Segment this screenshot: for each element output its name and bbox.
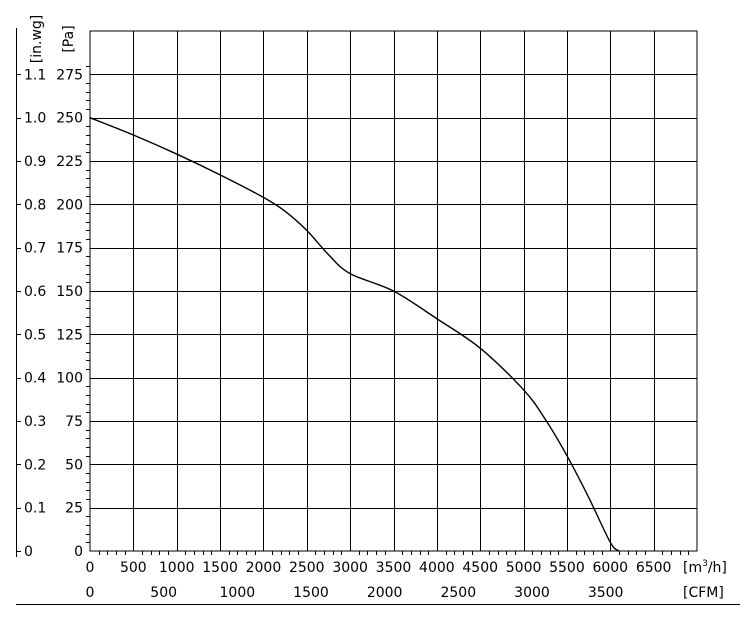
y-tick-label-pa: 225 bbox=[56, 154, 83, 170]
minor-ticks bbox=[86, 66, 689, 555]
y-tick-label-pa: 50 bbox=[65, 457, 83, 473]
x-tick-label-m3h: 0 bbox=[86, 560, 95, 576]
y-tick-label-pa: 25 bbox=[65, 501, 83, 517]
y-tick-label-pa: 200 bbox=[56, 197, 83, 213]
x-tick-label-cfm: 0 bbox=[86, 585, 95, 601]
series-layer bbox=[89, 117, 620, 552]
tick-labels: 0 500 1000 1500 2000 2500 3000 3500 4000 4500 5000… bbox=[24, 67, 671, 601]
y-tick-label-inwg: 0.7 bbox=[24, 241, 46, 257]
y-tick-label-pa: 250 bbox=[56, 111, 83, 127]
y-tick-label-pa: 125 bbox=[56, 327, 83, 343]
y-tick-label-pa: 150 bbox=[56, 284, 83, 300]
y-tick-label-pa: 100 bbox=[56, 371, 83, 387]
grid bbox=[89, 30, 698, 552]
y-tick-label-inwg: 0.4 bbox=[24, 371, 46, 387]
x-tick-label-cfm: 1000 bbox=[220, 585, 256, 601]
x-tick-label-cfm: 3500 bbox=[588, 585, 624, 601]
y-tick-label-inwg: 0.8 bbox=[24, 197, 46, 213]
x-tick-label-m3h: 1500 bbox=[202, 560, 238, 576]
y-tick-label-inwg: 0 bbox=[24, 544, 33, 560]
x-tick-label-cfm: 3000 bbox=[514, 585, 550, 601]
x-tick-label-m3h: 3000 bbox=[332, 560, 368, 576]
y-tick-label-pa: 175 bbox=[56, 241, 83, 257]
x-tick-label-m3h: 1000 bbox=[159, 560, 195, 576]
y-axis-unit-inwg: [in.wg] bbox=[29, 15, 45, 63]
y-tick-label-inwg: 0.3 bbox=[24, 414, 46, 430]
y-tick-label-inwg: 1.0 bbox=[24, 111, 46, 127]
x-tick-label-m3h: 500 bbox=[120, 560, 147, 576]
x-tick-label-m3h: 5500 bbox=[549, 560, 585, 576]
y-tick-label-pa: 75 bbox=[65, 414, 83, 430]
x-tick-label-m3h: 6500 bbox=[636, 560, 672, 576]
x-tick-label-m3h: 5000 bbox=[506, 560, 542, 576]
y-tick-label-inwg: 1.1 bbox=[24, 67, 46, 83]
x-tick-label-cfm: 2500 bbox=[440, 585, 476, 601]
x-axis-unit-cfm: [CFM] bbox=[683, 585, 724, 601]
y-tick-label-inwg: 0.1 bbox=[24, 501, 46, 517]
y-tick-label-inwg: 0.6 bbox=[24, 284, 46, 300]
x-tick-label-cfm: 500 bbox=[150, 585, 177, 601]
x-unit-superscript: 3 bbox=[702, 559, 708, 569]
x-tick-label-m3h: 6000 bbox=[592, 560, 628, 576]
x-tick-label-cfm: 1500 bbox=[293, 585, 329, 601]
fan-curve-line bbox=[89, 117, 620, 552]
y-tick-label-inwg: 0.2 bbox=[24, 457, 46, 473]
x-tick-label-m3h: 2000 bbox=[246, 560, 282, 576]
x-tick-label-m3h: 3500 bbox=[376, 560, 412, 576]
x-unit-suffix: /h] bbox=[708, 560, 727, 576]
x-tick-label-m3h: 4500 bbox=[462, 560, 498, 576]
y-axis-unit-pa: [Pa] bbox=[61, 25, 77, 52]
x-tick-label-m3h: 4000 bbox=[419, 560, 455, 576]
y-tick-label-pa: 275 bbox=[56, 67, 83, 83]
y-tick-label-inwg: 0.5 bbox=[24, 327, 46, 343]
x-tick-label-cfm: 2000 bbox=[367, 585, 403, 601]
axes bbox=[16, 28, 740, 605]
x-axis-unit-m3h: [m3/h] bbox=[683, 559, 727, 576]
y-tick-label-pa: 0 bbox=[74, 544, 83, 560]
y-tick-label-inwg: 0.9 bbox=[24, 154, 46, 170]
x-tick-label-m3h: 2500 bbox=[289, 560, 325, 576]
x-unit-prefix: [m bbox=[683, 560, 702, 576]
